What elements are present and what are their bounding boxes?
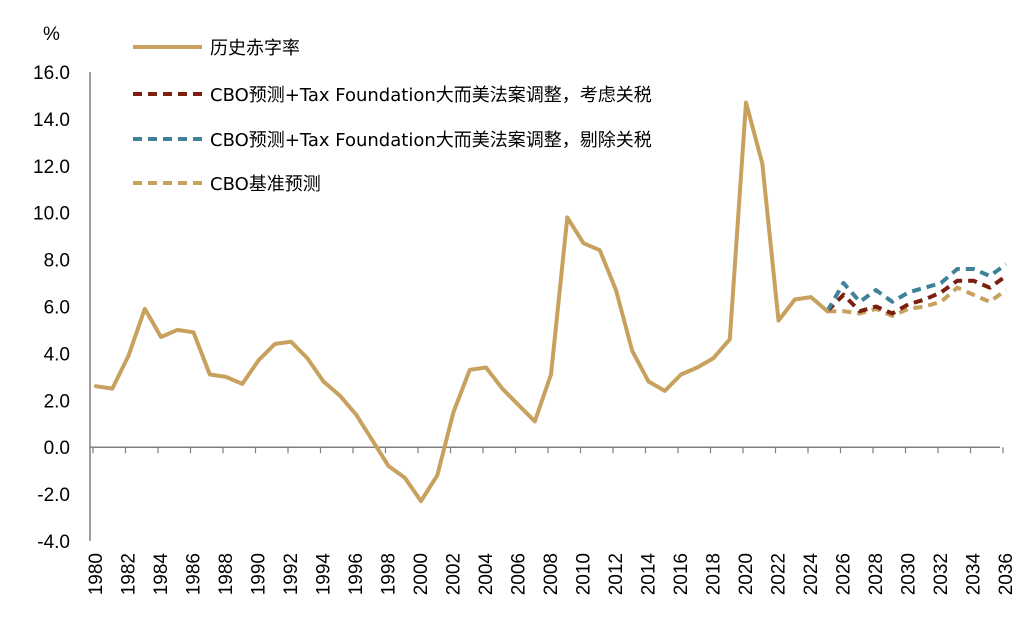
series-line-0 [94, 100, 830, 504]
x-tick-label: 2030 [899, 553, 920, 595]
x-tick-label: 2032 [931, 553, 952, 595]
x-tick-label: 2006 [509, 553, 530, 595]
x-tick-label: 2036 [996, 553, 1017, 595]
x-tick-label: 1996 [346, 553, 367, 595]
x-tick-label: 2018 [704, 553, 725, 595]
legend-label-3: CBO基准预测 [210, 174, 321, 195]
y-tick-label: 14.0 [33, 110, 70, 131]
x-tick-label: 2028 [866, 553, 887, 595]
x-tick-label: 1986 [184, 553, 205, 595]
y-tick-label: 0.0 [44, 438, 70, 459]
x-tick-label: 1998 [379, 553, 400, 595]
y-tick-label: 16.0 [33, 63, 70, 84]
x-tick-label: 1980 [86, 553, 107, 595]
x-tick-label: 1984 [151, 553, 172, 596]
legend: 历史赤字率 CBO预测+Tax Foundation大而美法案调整，考虑关税 CBO… [133, 38, 652, 195]
x-tick-label: 2016 [671, 553, 692, 595]
legend-label-2: CBO预测+Tax Foundation大而美法案调整，剔除关税 [210, 130, 652, 151]
series-line-1 [825, 274, 1008, 316]
y-axis-tick-labels: 16.0 14.0 12.0 10.0 8.0 6.0 4.0 2.0 0.0 -2.0 -4.0 [33, 63, 70, 553]
x-tick-label: 2008 [541, 553, 562, 595]
x-tick-label: 2004 [476, 553, 497, 596]
y-tick-label: 6.0 [44, 298, 70, 319]
legend-label-1: CBO预测+Tax Foundation大而美法案调整，考虑关税 [210, 85, 652, 106]
x-tick-label: 1982 [119, 553, 140, 595]
x-tick-label: 2012 [606, 553, 627, 595]
x-tick-label: 2020 [736, 553, 757, 595]
x-tick-label: 1994 [314, 553, 335, 596]
y-tick-label: 4.0 [44, 344, 70, 365]
x-tick-label: 2034 [964, 553, 985, 596]
series-line-3 [827, 285, 1008, 318]
y-tick-label: 8.0 [44, 251, 70, 272]
y-tick-label: 12.0 [33, 157, 70, 178]
x-tick-label: 2002 [444, 553, 465, 595]
x-tick-label: 2022 [769, 553, 790, 595]
y-axis-unit-label: % [43, 24, 60, 45]
x-tick-label: 1988 [216, 553, 237, 595]
y-tick-label: -4.0 [37, 532, 70, 553]
x-tick-label: 2026 [834, 553, 855, 595]
x-axis-tick-labels: 1980 1982 1984 1986 1988 1990 1992 1994 1996 1998… [86, 553, 1017, 596]
y-tick-label: 10.0 [33, 204, 70, 225]
x-tick-label: 2010 [574, 553, 595, 595]
x-tick-label: 1990 [249, 553, 270, 595]
series-lines [94, 100, 1008, 504]
y-tick-label: -2.0 [37, 485, 70, 506]
series-line-2 [825, 262, 1008, 313]
legend-label-0: 历史赤字率 [210, 38, 300, 59]
x-tick-label: 2014 [639, 553, 660, 596]
x-tick-label: 2000 [411, 553, 432, 595]
y-tick-label: 2.0 [44, 391, 70, 412]
x-tick-label: 2024 [801, 553, 822, 596]
x-axis [90, 446, 1004, 454]
x-tick-label: 1992 [281, 553, 302, 595]
